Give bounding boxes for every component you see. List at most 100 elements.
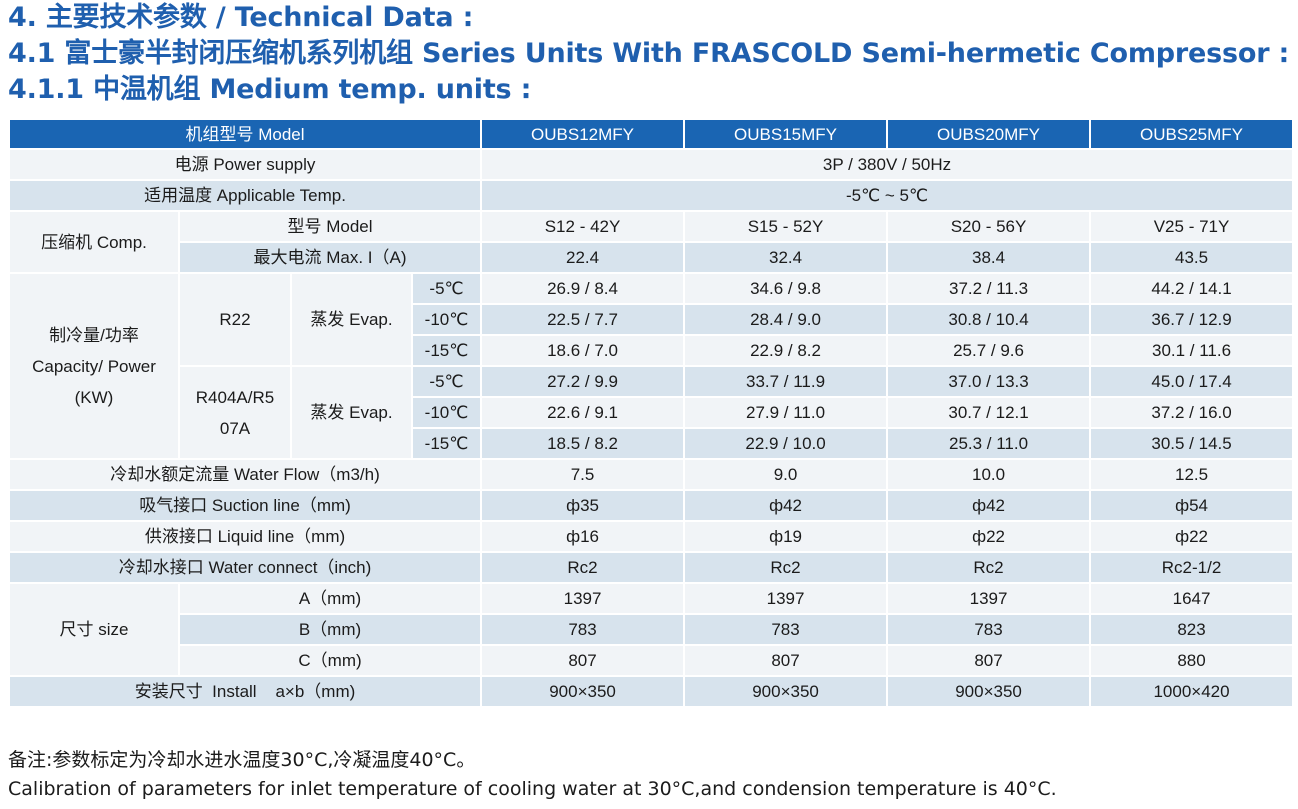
subsection-heading: 4.1 富士豪半封闭压缩机系列机组 Series Units With FRAS…	[8, 38, 1290, 69]
size-dimension-label: C（mm)	[177, 644, 483, 677]
water-connect-row: 冷却水接口 Water connect（inch) Rc2 Rc2 Rc2 Rc…	[7, 551, 1295, 584]
max-current-value: 43.5	[1089, 241, 1295, 274]
note-english: Calibration of parameters for inlet temp…	[8, 778, 1057, 800]
header-label: 机组型号 Model	[7, 118, 483, 150]
evaporation-label: 蒸发 Evap.	[290, 365, 413, 460]
suction-line-row: 吸气接口 Suction line（mm) ф35 ф42 ф42 ф54	[7, 489, 1295, 522]
capacity-value: 37.2 / 11.3	[886, 272, 1092, 305]
water-flow-value: 7.5	[480, 458, 686, 491]
water-flow-label: 冷却水额定流量 Water Flow（m3/h)	[7, 458, 483, 491]
capacity-value: 36.7 / 12.9	[1089, 303, 1295, 336]
size-value: 1647	[1089, 582, 1295, 615]
size-dimension-label: A（mm)	[177, 582, 483, 615]
water-flow-value: 9.0	[683, 458, 889, 491]
capacity-value: 26.9 / 8.4	[480, 272, 686, 305]
install-value: 900×350	[480, 675, 686, 708]
capacity-value: 30.5 / 14.5	[1089, 427, 1295, 460]
compressor-model-value: S15 - 52Y	[683, 210, 889, 243]
suction-line-value: ф42	[683, 489, 889, 522]
install-label: 安装尺寸 Install a×b（mm)	[7, 675, 483, 708]
capacity-value: 44.2 / 14.1	[1089, 272, 1295, 305]
capacity-value: 25.3 / 11.0	[886, 427, 1092, 460]
evap-temp: -15℃	[410, 427, 483, 460]
water-connect-value: Rc2-1/2	[1089, 551, 1295, 584]
size-value: 783	[886, 613, 1092, 646]
liquid-line-label: 供液接口 Liquid line（mm)	[7, 520, 483, 553]
capacity-value: 22.6 / 9.1	[480, 396, 686, 429]
size-value: 1397	[886, 582, 1092, 615]
size-value: 783	[480, 613, 686, 646]
size-dimension-label: B（mm)	[177, 613, 483, 646]
water-connect-value: Rc2	[480, 551, 686, 584]
suction-line-value: ф42	[886, 489, 1092, 522]
capacity-value: 45.0 / 17.4	[1089, 365, 1295, 398]
max-current-value: 22.4	[480, 241, 686, 274]
power-supply-row: 电源 Power supply 3P / 380V / 50Hz	[7, 148, 1295, 181]
evap-temp: -10℃	[410, 396, 483, 429]
capacity-row: -15℃ 18.6 / 7.0 22.9 / 8.2 25.7 / 9.6 30…	[9, 334, 1295, 367]
compressor-model-value: S20 - 56Y	[886, 210, 1092, 243]
capacity-value: 22.5 / 7.7	[480, 303, 686, 336]
evap-temp: -5℃	[410, 365, 483, 398]
suction-line-value: ф35	[480, 489, 686, 522]
liquid-line-value: ф16	[480, 520, 686, 553]
model-header: OUBS20MFY	[886, 118, 1092, 150]
size-value: 823	[1089, 613, 1295, 646]
capacity-value: 30.8 / 10.4	[886, 303, 1092, 336]
evaporation-label: 蒸发 Evap.	[290, 272, 413, 367]
evap-temp: -15℃	[410, 334, 483, 367]
capacity-value: 27.9 / 11.0	[683, 396, 889, 429]
power-supply-label: 电源 Power supply	[7, 148, 483, 181]
applicable-temp-value: -5℃ ~ 5℃	[480, 179, 1295, 212]
capacity-value: 22.9 / 10.0	[683, 427, 889, 460]
water-connect-value: Rc2	[683, 551, 889, 584]
model-header: OUBS25MFY	[1089, 118, 1295, 150]
compressor-model-label: 型号 Model	[177, 210, 483, 243]
install-value: 1000×420	[1089, 675, 1295, 708]
capacity-value: 18.5 / 8.2	[480, 427, 686, 460]
size-value: 807	[480, 644, 686, 677]
capacity-row: -10℃ 22.5 / 7.7 28.4 / 9.0 30.8 / 10.4 3…	[9, 303, 1295, 336]
compressor-model-row: 压缩机 Comp. 型号 Model S12 - 42Y S15 - 52Y S…	[8, 210, 1295, 274]
liquid-line-value: ф22	[886, 520, 1092, 553]
water-flow-value: 10.0	[886, 458, 1092, 491]
capacity-value: 28.4 / 9.0	[683, 303, 889, 336]
evap-temp: -10℃	[410, 303, 483, 336]
capacity-value: 25.7 / 9.6	[886, 334, 1092, 367]
capacity-value: 30.1 / 11.6	[1089, 334, 1295, 367]
size-value: 1397	[480, 582, 686, 615]
evap-temp: -5℃	[410, 272, 483, 305]
note-chinese: 备注:参数标定为冷却水进水温度30°C,冷凝温度40°C。	[8, 749, 476, 771]
capacity-value: 18.6 / 7.0	[480, 334, 686, 367]
max-current-value: 32.4	[683, 241, 889, 274]
capacity-value: 37.0 / 13.3	[886, 365, 1092, 398]
compressor-model-value: S12 - 42Y	[480, 210, 686, 243]
install-value: 900×350	[683, 675, 889, 708]
water-connect-value: Rc2	[886, 551, 1092, 584]
applicable-temp-row: 适用温度 Applicable Temp. -5℃ ~ 5℃	[7, 179, 1295, 212]
applicable-temp-label: 适用温度 Applicable Temp.	[7, 179, 483, 212]
model-header: OUBS15MFY	[683, 118, 889, 150]
size-row: C（mm) 807 807 807 880	[9, 644, 1295, 677]
technical-data-table: 机组型号 Model OUBS12MFY OUBS15MFY OUBS20MFY…	[7, 118, 1295, 708]
size-value: 1397	[683, 582, 889, 615]
water-connect-label: 冷却水接口 Water connect（inch)	[7, 551, 483, 584]
liquid-line-row: 供液接口 Liquid line（mm) ф16 ф19 ф22 ф22	[7, 520, 1295, 553]
capacity-value: 22.9 / 8.2	[683, 334, 889, 367]
refrigerant-label: R22	[178, 272, 292, 367]
capacity-value: 27.2 / 9.9	[480, 365, 686, 398]
suction-line-value: ф54	[1089, 489, 1295, 522]
compressor-model-value: V25 - 71Y	[1089, 210, 1295, 243]
size-row: 尺寸 size A（mm) 1397 1397 1397 1647	[8, 582, 1295, 677]
capacity-group-label: 制冷量/功率 Capacity/ Power (KW)	[8, 272, 180, 460]
refrigerant-label: R404A/R5 07A	[178, 365, 292, 460]
capacity-row: R404A/R5 07A 蒸发 Evap. -5℃ 27.2 / 9.9 33.…	[9, 365, 1295, 460]
compressor-group-label: 压缩机 Comp.	[8, 210, 180, 274]
water-flow-value: 12.5	[1089, 458, 1295, 491]
liquid-line-value: ф22	[1089, 520, 1295, 553]
install-row: 安装尺寸 Install a×b（mm) 900×350 900×350 900…	[7, 675, 1295, 708]
max-current-value: 38.4	[886, 241, 1092, 274]
water-flow-row: 冷却水额定流量 Water Flow（m3/h) 7.5 9.0 10.0 12…	[7, 458, 1295, 491]
size-row: B（mm) 783 783 783 823	[9, 613, 1295, 646]
capacity-row: -15℃ 18.5 / 8.2 22.9 / 10.0 25.3 / 11.0 …	[9, 427, 1295, 460]
